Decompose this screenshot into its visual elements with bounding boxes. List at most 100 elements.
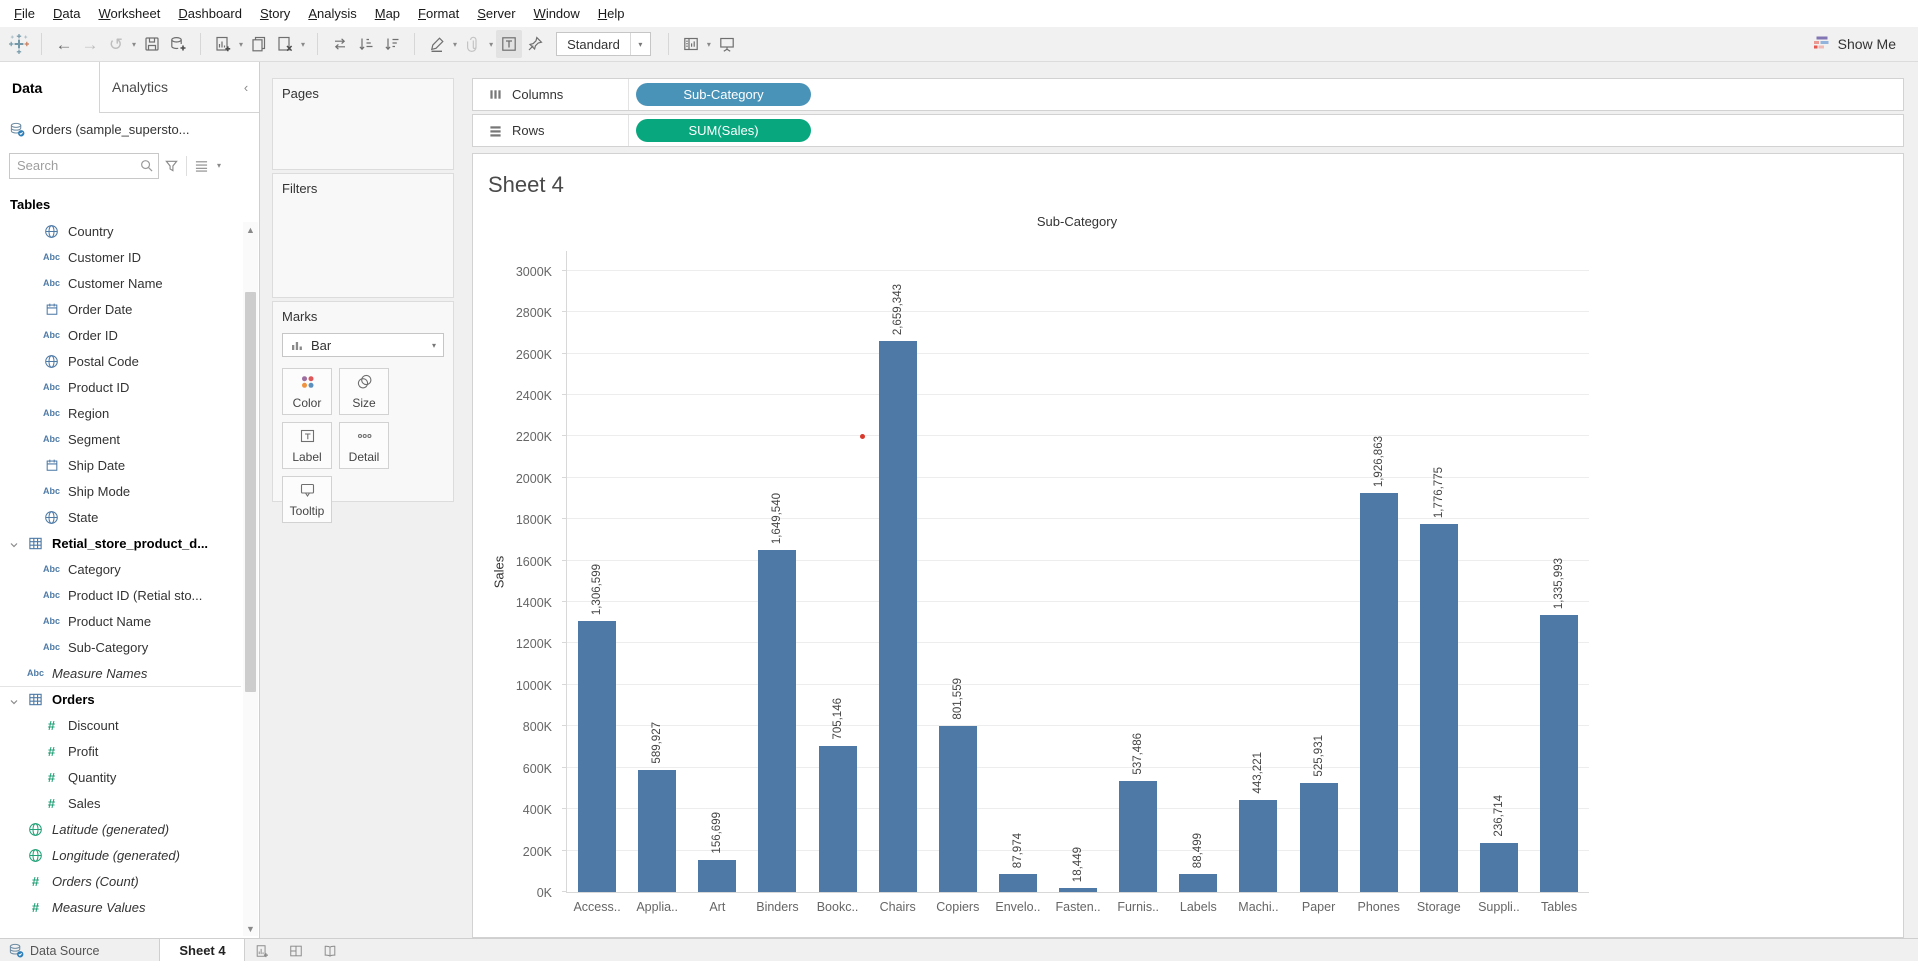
field-ship-mode[interactable]: AbcShip Mode: [0, 478, 241, 504]
field-orders-count[interactable]: #Orders (Count): [0, 868, 241, 894]
expander-icon[interactable]: [9, 695, 19, 710]
menu-help[interactable]: Help: [589, 6, 634, 21]
x-axis-label[interactable]: Access..: [573, 900, 620, 914]
bar-binders[interactable]: [758, 550, 796, 892]
x-axis-label[interactable]: Phones: [1357, 900, 1399, 914]
field-order-id[interactable]: AbcOrder ID: [0, 322, 241, 348]
x-axis-label[interactable]: Art: [709, 900, 725, 914]
field-discount[interactable]: #Discount: [0, 712, 241, 738]
bar-labels[interactable]: [1179, 874, 1217, 892]
new-dashboard-tab-icon[interactable]: [279, 939, 313, 961]
new-story-tab-icon[interactable]: [313, 939, 347, 961]
bar-machi[interactable]: [1239, 800, 1277, 892]
scroll-down-icon[interactable]: ▼: [243, 921, 258, 936]
add-data-source-button[interactable]: [165, 30, 191, 58]
new-worksheet-tab-icon[interactable]: [245, 939, 279, 961]
x-axis-label[interactable]: Applia..: [636, 900, 678, 914]
tab-analytics[interactable]: Analytics: [100, 62, 233, 113]
x-axis-label[interactable]: Paper: [1302, 900, 1335, 914]
highlight-button-caret-icon[interactable]: ▾: [450, 40, 460, 49]
scroll-up-icon[interactable]: ▲: [243, 222, 258, 237]
save-button[interactable]: [139, 30, 165, 58]
size-button[interactable]: Size: [339, 368, 389, 415]
pill-sum-sales[interactable]: SUM(Sales): [636, 119, 811, 142]
sort-ascending-button[interactable]: [353, 30, 379, 58]
field-country[interactable]: Country: [0, 218, 241, 244]
x-axis-label[interactable]: Fasten..: [1055, 900, 1100, 914]
view-options-caret-icon[interactable]: ▾: [214, 161, 224, 170]
red-dot-mark[interactable]: [860, 434, 865, 439]
pill-sub-category[interactable]: Sub-Category: [636, 83, 811, 106]
mark-type-dropdown[interactable]: Bar ▾: [282, 333, 444, 357]
field-measure-values[interactable]: #Measure Values: [0, 894, 241, 920]
show-hide-cards-button-caret-icon[interactable]: ▾: [704, 40, 714, 49]
bar-phones[interactable]: [1360, 493, 1398, 892]
tab-data[interactable]: Data: [0, 62, 100, 113]
field-segment[interactable]: AbcSegment: [0, 426, 241, 452]
bar-access[interactable]: [578, 621, 616, 892]
field-customer-id[interactable]: AbcCustomer ID: [0, 244, 241, 270]
bar-envelo[interactable]: [999, 874, 1037, 892]
scrollbar-thumb[interactable]: [245, 292, 256, 692]
tooltip-button[interactable]: Tooltip: [282, 476, 332, 523]
field-customer-name[interactable]: AbcCustomer Name: [0, 270, 241, 296]
bar-copiers[interactable]: [939, 726, 977, 892]
show-me-button[interactable]: Show Me: [1812, 35, 1896, 54]
field-sales[interactable]: #Sales: [0, 790, 241, 816]
bar-paper[interactable]: [1300, 783, 1338, 892]
show-hide-cards-button[interactable]: [678, 30, 704, 58]
field-latitude-generated[interactable]: Latitude (generated): [0, 816, 241, 842]
replay-button-caret-icon[interactable]: ▾: [129, 40, 139, 49]
bar-storage[interactable]: [1420, 524, 1458, 892]
duplicate-sheet-button[interactable]: [246, 30, 272, 58]
x-axis-label[interactable]: Furnis..: [1117, 900, 1159, 914]
bar-tables[interactable]: [1540, 615, 1578, 892]
field-state[interactable]: State: [0, 504, 241, 530]
search-input[interactable]: [17, 158, 140, 173]
field-longitude-generated[interactable]: Longitude (generated): [0, 842, 241, 868]
menu-server[interactable]: Server: [468, 6, 524, 21]
x-axis-label[interactable]: Suppli..: [1478, 900, 1520, 914]
menu-story[interactable]: Story: [251, 6, 299, 21]
fit-caret-icon[interactable]: ▾: [630, 33, 650, 55]
menu-format[interactable]: Format: [409, 6, 468, 21]
color-button[interactable]: Color: [282, 368, 332, 415]
field-order-date[interactable]: Order Date: [0, 296, 241, 322]
expander-icon[interactable]: [9, 538, 19, 553]
field-ship-date[interactable]: Ship Date: [0, 452, 241, 478]
field-postal-code[interactable]: Postal Code: [0, 348, 241, 374]
filter-fields-icon[interactable]: [164, 158, 179, 173]
view-options-icon[interactable]: [194, 159, 209, 172]
show-mark-labels-button[interactable]: [496, 30, 522, 58]
menu-window[interactable]: Window: [525, 6, 589, 21]
detail-button[interactable]: Detail: [339, 422, 389, 469]
x-axis-label[interactable]: Copiers: [936, 900, 979, 914]
field-product-id-retial-sto[interactable]: AbcProduct ID (Retial sto...: [0, 582, 241, 608]
label-button[interactable]: Label: [282, 422, 332, 469]
field-category[interactable]: AbcCategory: [0, 556, 241, 582]
format-button[interactable]: [460, 30, 486, 58]
x-axis-label[interactable]: Binders: [756, 900, 798, 914]
x-axis-label[interactable]: Chairs: [880, 900, 916, 914]
filters-card[interactable]: Filters: [272, 173, 454, 298]
field-profit[interactable]: #Profit: [0, 738, 241, 764]
bar-chairs[interactable]: [879, 341, 917, 892]
menu-analysis[interactable]: Analysis: [299, 6, 365, 21]
field-product-id[interactable]: AbcProduct ID: [0, 374, 241, 400]
field-orders[interactable]: Orders: [0, 686, 241, 712]
y-axis[interactable]: 0K200K400K600K800K1000K1200K1400K1600K18…: [473, 251, 559, 893]
menu-data[interactable]: Data: [44, 6, 89, 21]
bar-fasten[interactable]: [1059, 888, 1097, 892]
fix-axes-button[interactable]: [522, 30, 548, 58]
menu-worksheet[interactable]: Worksheet: [89, 6, 169, 21]
redo-button[interactable]: →: [77, 30, 103, 58]
x-axis-label[interactable]: Bookc..: [817, 900, 859, 914]
x-axis-label[interactable]: Storage: [1417, 900, 1461, 914]
sheet-title[interactable]: Sheet 4: [488, 172, 564, 198]
sort-descending-button[interactable]: [379, 30, 405, 58]
format-button-caret-icon[interactable]: ▾: [486, 40, 496, 49]
field-measure-names[interactable]: AbcMeasure Names: [0, 660, 241, 686]
highlight-button[interactable]: [424, 30, 450, 58]
bar-art[interactable]: [698, 860, 736, 892]
x-axis-label[interactable]: Envelo..: [995, 900, 1040, 914]
